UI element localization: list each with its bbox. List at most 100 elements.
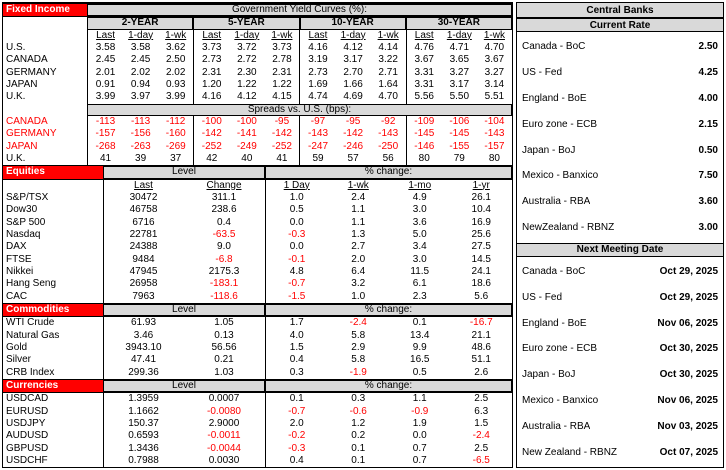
value-cell: -118.6 <box>210 290 238 302</box>
value-cell: -247 <box>299 140 335 153</box>
value-cell: 0.13 <box>214 329 234 341</box>
bank-name: Mexico - Banxico <box>522 394 599 406</box>
value-cell: 3.17 <box>343 54 363 66</box>
maturity-header: 30-YEAR <box>405 17 512 30</box>
central-bank-rate-row: Australia - RBA 3.60 <box>517 189 723 215</box>
value-cell: 0.7988 <box>103 454 183 468</box>
value-cell: 3943.10 <box>103 341 183 355</box>
value-cell: 0.0 <box>412 430 427 442</box>
value-cell: -2.4 <box>349 317 367 329</box>
meeting-date: Nov 06, 2025 <box>657 394 718 406</box>
value-cell: -250 <box>378 140 399 152</box>
yield-curves-title: Government Yield Curves (%): <box>87 4 512 17</box>
value-cell: 5.50 <box>449 91 470 103</box>
bank-name: England - BoE <box>522 93 587 105</box>
value-cell: 5.56 <box>405 91 442 104</box>
central-bank-rate-row: Mexico - Banxico 7.50 <box>517 163 723 189</box>
value-cell: -142 <box>343 128 364 140</box>
fixed-income-section-label: Fixed Income <box>3 4 87 17</box>
value-cell: 1.0 <box>351 290 366 302</box>
value-cell: -269 <box>165 140 186 152</box>
value-cell: -113 <box>130 116 151 128</box>
value-cell: 1.1 <box>351 204 366 216</box>
value-cell: 9.9 <box>412 342 427 354</box>
value-cell: 37 <box>170 153 182 165</box>
value-cell: 3.0 <box>412 204 427 216</box>
value-cell: 3.31 <box>405 78 442 92</box>
row-label: GBPUSD <box>6 442 49 454</box>
central-bank-meeting-row: England - BoE Nov 06, 2025 <box>517 310 723 336</box>
value-cell: 1.3436 <box>103 442 183 455</box>
value-cell: -141 <box>236 128 257 140</box>
value-cell: -106 <box>449 116 470 128</box>
bank-name: Japan - BoJ <box>522 369 576 381</box>
value-cell: 2.5 <box>474 393 489 405</box>
equities-header-row: Equities Level % change: <box>3 165 512 180</box>
central-bank-meeting-row: Euro zone - ECB Oct 30, 2025 <box>517 336 723 362</box>
value-cell: 24.1 <box>471 266 491 278</box>
row-label: AUDUSD <box>6 430 49 442</box>
table-row: CANADA -113 -113 -112 -100 -100 -95 -97 -95 -92 -1… <box>3 115 512 129</box>
bank-name: Japan - BoJ <box>522 144 576 156</box>
value-cell: 1.66 <box>343 79 363 91</box>
value-cell: 3.58 <box>130 42 151 54</box>
row-label: GERMANY <box>6 128 57 140</box>
value-cell: -0.3 <box>265 228 328 242</box>
row-label: S&P/TSX <box>6 192 49 204</box>
table-row: JAPAN 0.91 0.94 0.93 1.20 1.22 1.22 1.69 1.66 1.6… <box>3 78 512 92</box>
row-label: FTSE <box>6 253 32 265</box>
value-cell: 2.45 <box>130 54 151 66</box>
value-cell: 2.72 <box>237 54 257 66</box>
value-cell: 0.1 <box>265 393 328 406</box>
value-cell: 0.4 <box>265 354 328 367</box>
table-row: Nikkei 47945 2175.3 4.8 6.4 11.5 24.1 <box>3 265 512 279</box>
table-row: Nasdaq 22781 -63.5 -0.3 1.3 5.0 25.6 <box>3 228 512 242</box>
value-cell: -157 <box>87 128 123 141</box>
value-cell: 4.8 <box>265 265 328 279</box>
value-cell: 1.1 <box>351 216 366 228</box>
value-cell: 4.14 <box>378 42 398 54</box>
central-bank-meeting-row: Canada - BoC Oct 29, 2025 <box>517 259 723 285</box>
value-cell: 0.5 <box>265 204 328 217</box>
value-cell: 10.4 <box>471 204 491 216</box>
table-row: DAX 24388 9.0 0.0 2.7 3.4 27.5 <box>3 241 512 254</box>
value-cell: 40 <box>241 153 253 165</box>
value-cell: 4.70 <box>378 91 398 103</box>
row-label: CANADA <box>6 54 48 66</box>
value-cell: 4.15 <box>272 91 292 103</box>
bank-name: Euro zone - ECB <box>522 343 598 355</box>
value-cell: -143 <box>299 128 335 141</box>
value-cell: 48.6 <box>471 342 491 354</box>
value-cell: -104 <box>484 116 505 128</box>
value-cell: 2.5 <box>474 442 489 454</box>
value-cell: 9.0 <box>217 241 231 253</box>
value-cell: 3.73 <box>193 41 229 55</box>
maturity-header-row: 2-YEAR 5-YEAR 10-YEAR 30-YEAR <box>3 17 512 30</box>
spreads-title: Spreads vs. U.S. (bps): <box>87 103 512 116</box>
value-cell: 1.2 <box>351 417 366 429</box>
value-cell: 299.36 <box>103 366 183 379</box>
value-cell: 0.3 <box>351 393 366 405</box>
value-cell: -252 <box>193 140 229 153</box>
row-label: USDCAD <box>6 393 49 405</box>
value-cell: 41 <box>276 153 288 165</box>
value-cell: -156 <box>130 128 151 140</box>
value-cell: 2.7 <box>351 241 366 253</box>
central-bank-meeting-row: Mexico - Banxico Nov 06, 2025 <box>517 388 723 414</box>
value-cell: -63.5 <box>212 229 236 241</box>
value-cell: 3.0 <box>412 253 427 265</box>
value-cell: 2.01 <box>87 66 123 79</box>
value-cell: 6.3 <box>474 405 489 417</box>
central-bank-meeting-row: Japan - BoJ Oct 30, 2025 <box>517 362 723 388</box>
value-cell: 3.72 <box>237 42 257 54</box>
column-header: 1-mo <box>408 179 432 191</box>
bank-name: Euro zone - ECB <box>522 118 598 130</box>
value-cell: -252 <box>271 140 292 152</box>
value-cell: 0.0 <box>265 216 328 229</box>
value-cell: 5.8 <box>351 354 366 366</box>
value-cell: -0.7 <box>265 278 328 291</box>
value-cell: 0.91 <box>87 78 123 92</box>
value-cell: 3.14 <box>484 79 505 91</box>
value-cell: 3.19 <box>299 54 335 67</box>
meeting-date: Oct 07, 2025 <box>659 446 718 458</box>
